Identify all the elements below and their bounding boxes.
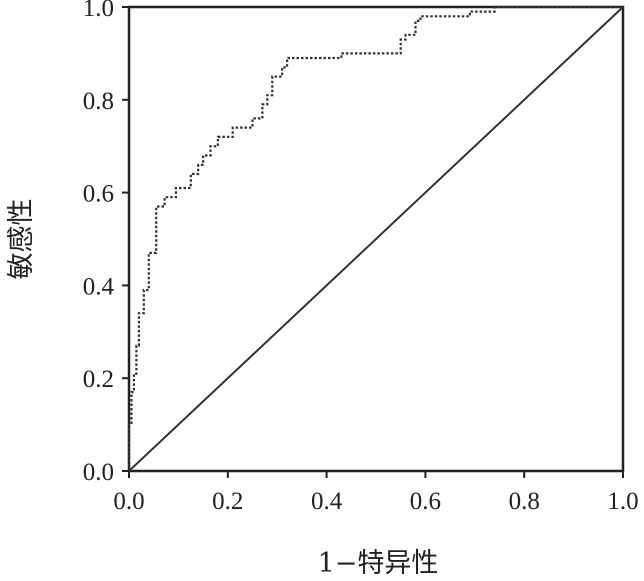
y-tick-label: 0.2 [83,366,114,393]
x-tick-label: 0.0 [113,488,144,515]
y-tick-label: 0.4 [83,273,115,300]
y-axis-ticks: 0.0 0.2 0.4 0.6 0.8 1.0 [83,0,129,486]
x-tick-label: 0.2 [212,488,243,515]
y-axis-title: 敏感性 [6,199,37,280]
x-axis-ticks: 0.0 0.2 0.4 0.6 0.8 1.0 [113,471,639,515]
x-axis-title: 1−特异性 [318,548,439,579]
x-tick-label: 0.6 [410,488,441,515]
x-tick-label: 1.0 [607,488,638,515]
plot-frame [127,5,625,473]
series-layer [127,5,624,472]
y-tick-label: 0.8 [83,88,114,115]
y-tick-label: 0.0 [83,459,114,486]
roc-curve-line [127,5,623,471]
y-tick-label: 1.0 [83,0,114,22]
y-tick-label: 0.6 [83,181,114,208]
x-tick-label: 0.8 [509,488,540,515]
x-tick-label: 0.4 [311,488,343,515]
reference-diagonal-line [128,6,624,472]
